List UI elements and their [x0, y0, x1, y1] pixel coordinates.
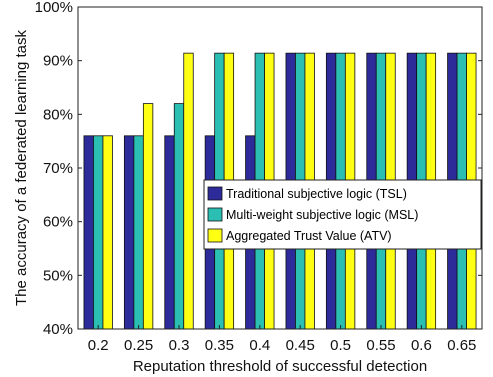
bar-2-0.25 — [133, 135, 144, 330]
legend-label: Traditional subjective logic (TSL) — [226, 187, 407, 201]
bar-2-0.3 — [173, 103, 185, 330]
legend-swatch — [207, 207, 223, 222]
x-axis-label: Reputation threshold of successful detec… — [133, 358, 427, 375]
bar-3-0.2 — [102, 135, 113, 330]
x-tick-label: 0.2 — [88, 337, 109, 354]
x-tick-label: 0.3 — [169, 337, 190, 354]
x-tick-label: 0.65 — [447, 337, 476, 354]
x-tick-label: 0.35 — [205, 337, 234, 354]
x-tick-label: 0.6 — [411, 337, 432, 354]
x-tick-label: 0.45 — [286, 337, 315, 354]
x-tick-label: 0.25 — [124, 337, 153, 354]
legend-swatch — [207, 228, 223, 243]
legend-swatch — [207, 186, 223, 201]
y-axis-label: The accuracy of a federated learning tas… — [13, 30, 30, 306]
x-tick-label: 0.5 — [330, 337, 351, 354]
x-axis: 0.2 0.25 0.3 0.35 0.4 0.45 0.5 0.55 0.6 0.65 — [88, 325, 476, 354]
legend: Traditional subjective logic (TSL) Multi-… — [203, 179, 482, 250]
legend-label: Multi-weight subjective logic (MSL) — [226, 208, 418, 222]
y-tick-label: 90% — [43, 53, 73, 70]
legend-label: Aggregated Trust Value (ATV) — [226, 229, 392, 243]
x-tick-label: 0.55 — [366, 337, 395, 354]
bar-1-0.3 — [164, 135, 175, 330]
y-tick-label: 50% — [43, 267, 73, 284]
bar-3-0.25 — [142, 103, 154, 330]
legend-box — [203, 179, 482, 250]
bar-1-0.2 — [83, 135, 94, 330]
bar-2-0.2 — [93, 135, 104, 330]
y-tick-label: 80% — [43, 106, 73, 123]
y-tick-label: 100% — [35, 0, 73, 16]
y-tick-label: 40% — [43, 321, 73, 338]
y-tick-label: 70% — [43, 160, 73, 177]
x-tick-label: 0.4 — [249, 337, 270, 354]
bar-3-0.3 — [183, 52, 194, 330]
y-axis: 40% 50% 60% 70% 80% 90% 100% — [35, 0, 482, 338]
bar-1-0.25 — [123, 135, 135, 330]
y-tick-label: 60% — [43, 214, 73, 231]
